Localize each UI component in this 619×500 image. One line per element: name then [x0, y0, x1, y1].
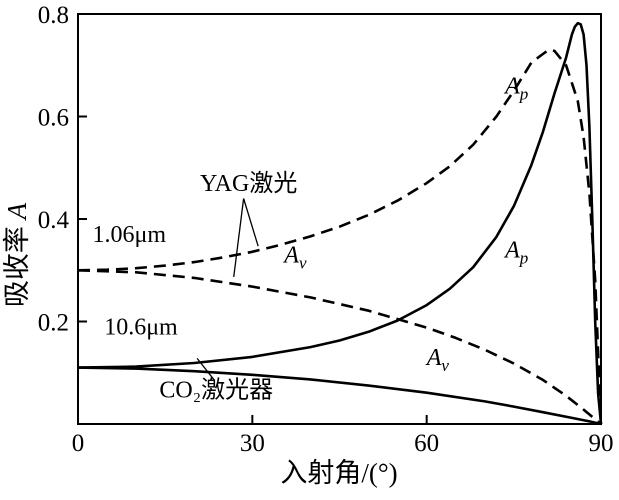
y-tick-label: 0.2 — [38, 310, 69, 337]
plot-border — [77, 13, 602, 425]
leader-co2-to-solid-curves — [196, 357, 216, 381]
x-tick-label: 90 — [589, 430, 614, 457]
y-tick-label: 0.6 — [38, 105, 69, 132]
annotation-leader-lines — [196, 198, 259, 381]
x-axis-title: 入射角/(°) — [280, 458, 397, 488]
leader-yag-to-av-dashed — [233, 198, 245, 277]
axis-ticks — [77, 13, 602, 424]
av-solid-label: Av — [425, 345, 450, 375]
leader-yag-to-ap-dashed — [242, 198, 259, 247]
y-tick-label: 0.8 — [38, 2, 69, 29]
wavelength-1-06: 1.06μm — [93, 222, 167, 248]
curve-yag-av — [77, 269, 602, 426]
yag-label: YAG激光 — [200, 170, 297, 197]
y-tick-label: 0.4 — [38, 207, 70, 234]
co2-label: CO₂激光器 — [159, 376, 273, 403]
ap-solid-label: Ap — [503, 237, 528, 267]
curve-yag-ap — [77, 48, 603, 425]
av-dashed-label: Av — [282, 243, 307, 273]
x-tick-label: 0 — [72, 430, 85, 457]
x-tick-label: 30 — [240, 430, 265, 457]
plot-frame — [77, 13, 602, 425]
wavelength-10-6: 10.6μm — [104, 314, 178, 340]
y-axis-title-text: 吸收率 — [2, 226, 32, 307]
x-tick-label: 60 — [414, 430, 439, 457]
curve-co2-ap — [77, 21, 603, 425]
data-curves — [77, 21, 603, 426]
axis-tick-labels: 0 30 60 90 0.2 0.4 0.6 0.8 — [38, 2, 614, 457]
y-axis-title-variable: A — [2, 202, 32, 221]
curve-co2-av — [77, 366, 602, 426]
y-axis-title: 吸收率 A — [2, 202, 32, 307]
curve-annotations: YAG激光 1.06μm 10.6μm CO₂激光器 Ap Ap Av Av — [93, 73, 529, 403]
ap-dashed-label: Ap — [503, 73, 528, 103]
